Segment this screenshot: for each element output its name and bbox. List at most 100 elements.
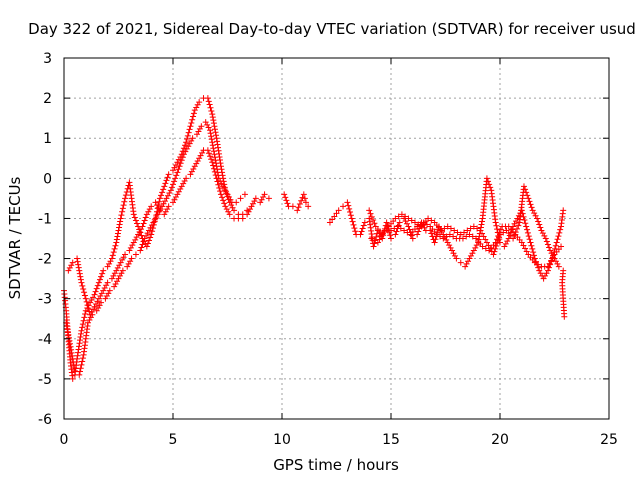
- data-point-track-d-fill: [494, 226, 501, 233]
- data-point-track-d-fill: [295, 204, 302, 211]
- data-point-track-d: [560, 207, 567, 214]
- data-point-track-c-fill: [179, 154, 186, 161]
- data-point-track-a: [231, 207, 238, 214]
- data-point-track-d: [470, 247, 477, 254]
- data-point-track-e-fill: [461, 229, 468, 236]
- data-point-track-a-fill: [79, 324, 86, 331]
- data-point-track-b-fill: [94, 298, 101, 305]
- data-point-track-f-fill: [520, 242, 527, 249]
- data-point-track-d-fill: [301, 195, 308, 202]
- data-point-track-c-fill: [143, 232, 150, 239]
- y-tick-label: -2: [38, 252, 52, 268]
- data-point-track-c-fill: [144, 230, 151, 237]
- data-point-track-b: [74, 255, 81, 262]
- data-point-track-c: [93, 307, 100, 314]
- data-point-track-a-fill: [189, 116, 196, 123]
- data-point-track-a-fill: [131, 214, 138, 221]
- data-point-track-a: [130, 211, 137, 218]
- data-point-track-e-fill: [367, 210, 374, 217]
- data-point-track-b-fill: [194, 157, 201, 164]
- data-point-track-e-fill: [537, 224, 544, 231]
- data-point-track-d-fill: [373, 233, 380, 240]
- data-point-track-b: [178, 183, 185, 190]
- data-point-track-b-fill: [98, 290, 105, 297]
- data-point-track-a-fill: [210, 120, 217, 127]
- data-point-track-c: [172, 175, 179, 182]
- data-point-track-b: [226, 211, 233, 218]
- data-point-track-e-fill: [428, 217, 435, 224]
- data-point-track-d-fill: [359, 225, 366, 232]
- data-point-track-d-fill: [358, 228, 365, 235]
- x-tick-label: 0: [60, 432, 69, 448]
- y-tick-label: -3: [38, 292, 52, 308]
- data-point-track-c: [71, 367, 78, 374]
- data-point-track-a-fill: [156, 198, 163, 205]
- data-point-track-b-fill: [225, 208, 232, 215]
- data-point-track-f-fill: [495, 233, 502, 240]
- data-point-track-e: [510, 235, 517, 242]
- data-point-track-d-fill: [282, 194, 289, 201]
- data-point-track-d-fill: [350, 221, 357, 228]
- data-point-track-e-fill: [514, 225, 521, 232]
- x-tick-label: 25: [600, 432, 618, 448]
- data-point-track-d: [388, 235, 394, 242]
- data-point-track-d: [492, 219, 499, 226]
- data-point-track-d-fill: [352, 228, 359, 235]
- data-point-track-a: [170, 167, 176, 174]
- data-point-track-b-fill: [142, 214, 149, 221]
- data-point-track-a: [113, 239, 120, 246]
- data-point-track-a: [252, 195, 259, 202]
- data-point-track-d-fill: [552, 242, 559, 249]
- data-point-track-f-fill: [463, 233, 470, 240]
- data-point-track-d-fill: [485, 178, 492, 185]
- data-point-track-d: [457, 259, 464, 266]
- data-point-track-b: [204, 147, 211, 154]
- data-point-track-a-fill: [94, 282, 101, 289]
- data-point-track-d-fill: [478, 221, 485, 228]
- data-point-track-b: [161, 211, 168, 218]
- data-point-track-b-fill: [127, 244, 134, 251]
- data-point-track-d-fill: [528, 242, 535, 249]
- data-point-track-d-fill: [469, 250, 476, 257]
- data-point-track-b-fill: [154, 202, 161, 209]
- data-point-track-d: [348, 215, 355, 222]
- data-point-track-c-fill: [212, 157, 219, 164]
- data-point-track-c: [128, 255, 135, 262]
- data-point-track-a-fill: [119, 208, 126, 215]
- data-point-track-f: [479, 243, 486, 250]
- data-point-track-c-fill: [70, 358, 77, 365]
- data-point-track-d-fill: [419, 222, 426, 229]
- data-point-track-b-fill: [77, 273, 84, 280]
- data-point-track-a-fill: [114, 233, 121, 240]
- data-point-track-d: [462, 263, 469, 270]
- data-point-track-c-fill: [96, 302, 103, 309]
- data-point-track-a-fill: [122, 192, 129, 199]
- y-tick-label: 2: [43, 91, 52, 107]
- data-point-track-d-fill: [351, 225, 358, 232]
- data-point-track-b-fill: [215, 181, 222, 188]
- data-point-track-d-fill: [473, 242, 480, 249]
- data-point-track-d-fill: [511, 220, 518, 227]
- data-point-track-a-fill: [132, 217, 139, 224]
- y-tick-label: 3: [43, 51, 52, 67]
- data-point-track-d-fill: [432, 236, 439, 243]
- data-point-track-c: [102, 295, 109, 302]
- data-point-track-c-fill: [208, 133, 215, 140]
- data-point-track-c-fill: [95, 305, 102, 312]
- data-point-track-f: [466, 231, 473, 238]
- data-point-track-d-fill: [446, 242, 453, 249]
- data-point-track-c-fill: [68, 349, 75, 356]
- data-point-track-e: [538, 227, 545, 234]
- data-point-track-e-fill: [482, 236, 489, 243]
- data-point-track-b-fill: [221, 200, 228, 207]
- data-point-track-c-fill: [209, 139, 216, 146]
- data-point-track-b-fill: [85, 305, 92, 312]
- data-point-track-b-fill: [75, 264, 82, 271]
- data-point-track-a-fill: [184, 132, 191, 139]
- axis-ticks: [63, 57, 610, 420]
- data-point-track-c-fill: [79, 358, 86, 365]
- data-point-track-e-fill: [544, 241, 551, 248]
- data-point-track-e-fill: [371, 220, 378, 227]
- data-point-track-d-fill: [333, 210, 340, 217]
